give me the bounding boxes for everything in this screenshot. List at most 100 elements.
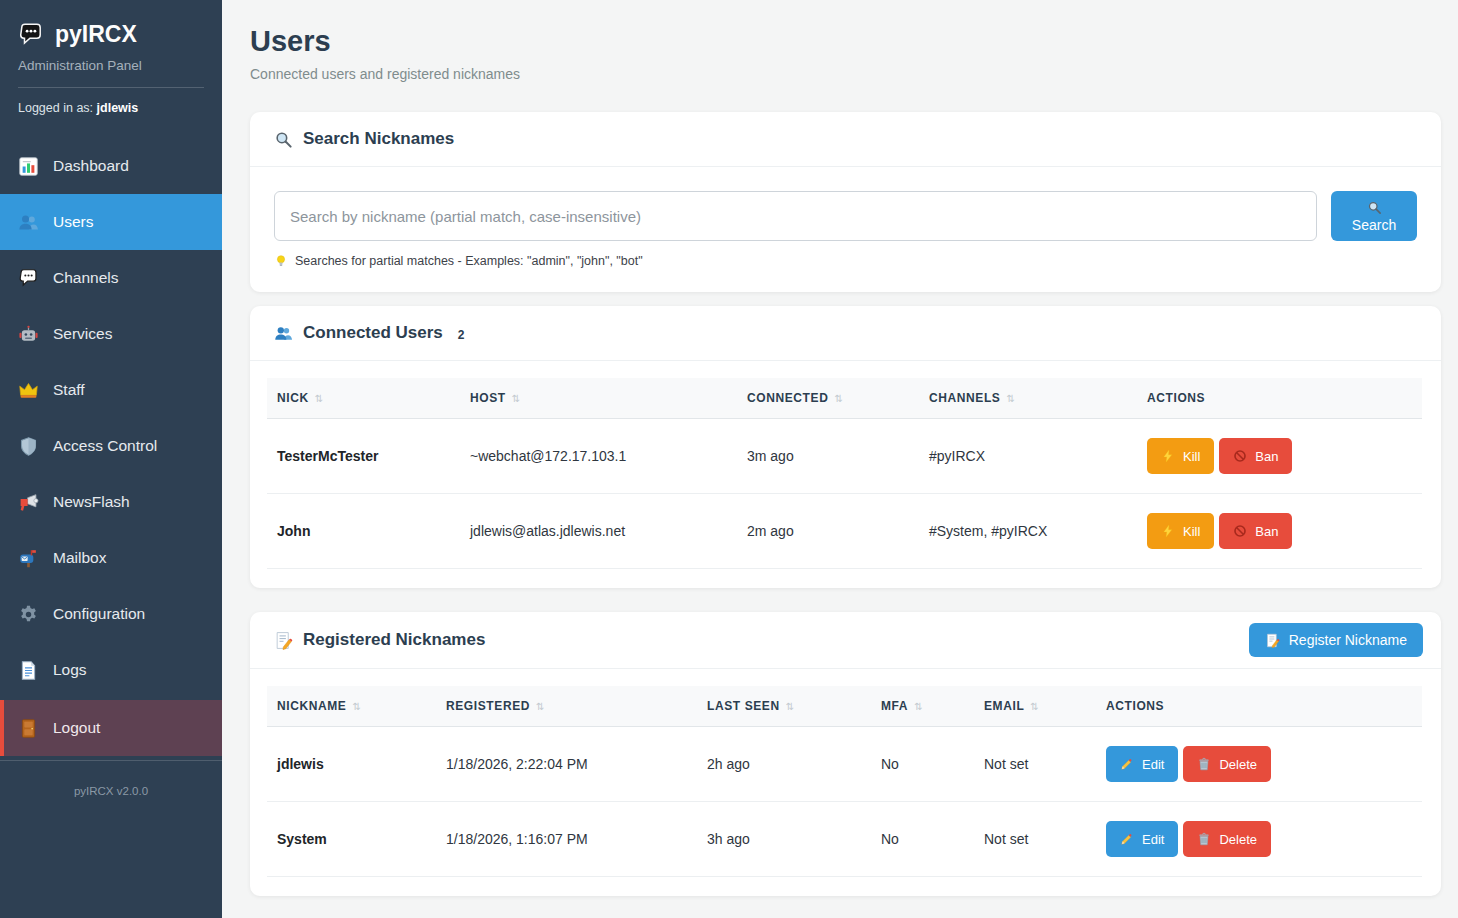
kill-button-label: Kill: [1183, 449, 1200, 464]
search-button[interactable]: Search: [1331, 191, 1417, 241]
ban-button[interactable]: Ban: [1219, 513, 1292, 549]
sidebar-item-label: Users: [53, 213, 93, 231]
sidebar-item-mailbox[interactable]: Mailbox: [0, 530, 222, 586]
cell-email: Not set: [974, 727, 1096, 802]
column-header-channels[interactable]: CHANNELS ⇅: [919, 378, 1137, 419]
table-row: Johnjdlewis@atlas.jdlewis.net2m ago#Syst…: [267, 494, 1422, 569]
sidebar-item-staff[interactable]: Staff: [0, 362, 222, 418]
column-header-label: CHANNELS: [929, 391, 1000, 405]
sidebar-item-label: Services: [53, 325, 112, 343]
lightbulb-icon: [274, 254, 288, 268]
cell-actions: Kill Ban: [1137, 494, 1422, 569]
column-header-label: CONNECTED: [747, 391, 828, 405]
sidebar-menu: Dashboard Users Channels Services Staff Acces…: [0, 138, 222, 698]
sort-icon: ⇅: [536, 701, 545, 712]
sidebar-item-logs[interactable]: Logs: [0, 642, 222, 698]
sort-icon: ⇅: [1030, 701, 1039, 712]
column-header-label: HOST: [470, 391, 506, 405]
ban-button[interactable]: Ban: [1219, 438, 1292, 474]
brand: pyIRCX Administration Panel: [0, 0, 222, 73]
column-header-actions: ACTIONS: [1137, 378, 1422, 419]
column-header-email[interactable]: EMAIL ⇅: [974, 686, 1096, 727]
sidebar-item-label: Channels: [53, 269, 119, 287]
sidebar-item-channels[interactable]: Channels: [0, 250, 222, 306]
memo-icon: [1265, 633, 1280, 648]
trash-icon: [1197, 757, 1211, 771]
sidebar-item-users[interactable]: Users: [0, 194, 222, 250]
sidebar-item-services[interactable]: Services: [0, 306, 222, 362]
search-button-label: Search: [1352, 217, 1396, 233]
edit-button[interactable]: Edit: [1106, 746, 1178, 782]
cell-channels: #System, #pyIRCX: [919, 494, 1137, 569]
column-header-last-seen[interactable]: LAST SEEN⇅: [697, 686, 871, 727]
app-name: pyIRCX: [55, 21, 137, 48]
search-hint: Searches for partial matches - Examples:…: [274, 254, 1417, 268]
cell-actions: EditDelete: [1096, 802, 1422, 877]
kill-button-label: Kill: [1183, 524, 1200, 539]
kill-button[interactable]: Kill: [1147, 513, 1214, 549]
sidebar-item-label: NewsFlash: [53, 493, 130, 511]
sidebar-item-label: Access Control: [53, 437, 157, 455]
column-header-registered[interactable]: REGISTERED ⇅: [436, 686, 697, 727]
door-icon: [18, 718, 39, 739]
delete-button-label: Delete: [1219, 757, 1257, 772]
cell-nickname: System: [267, 802, 436, 877]
memo-icon: [274, 631, 293, 650]
sort-icon: ⇅: [352, 701, 361, 712]
app-version: pyIRCX v2.0.0: [0, 761, 222, 797]
search-nicknames-card: Search Nicknames Search Searches for par…: [250, 112, 1441, 292]
edit-button[interactable]: Edit: [1106, 821, 1178, 857]
sidebar-item-access-control[interactable]: Access Control: [0, 418, 222, 474]
sidebar-item-label: Configuration: [53, 605, 145, 623]
shield-icon: [18, 436, 39, 457]
cell-last_seen: 3h ago: [697, 802, 871, 877]
sort-icon: ⇅: [1006, 393, 1015, 404]
cell-channels: #pyIRCX: [919, 419, 1137, 494]
cell-nick: John: [267, 494, 460, 569]
sidebar-item-logout[interactable]: Logout: [0, 700, 222, 756]
column-header-label: NICK: [277, 391, 309, 405]
column-header-connected[interactable]: CONNECTED⇅: [737, 378, 919, 419]
ban-button-label: Ban: [1255, 449, 1278, 464]
column-header-label: NICKNAME: [277, 699, 346, 713]
column-header-label: EMAIL: [984, 699, 1024, 713]
sidebar-item-dashboard[interactable]: Dashboard: [0, 138, 222, 194]
sidebar-item-label: Logout: [53, 719, 100, 737]
register-nickname-button[interactable]: Register Nickname: [1249, 623, 1423, 657]
search-input[interactable]: [274, 191, 1317, 241]
sidebar-item-configuration[interactable]: Configuration: [0, 586, 222, 642]
robot-icon: [18, 324, 39, 345]
column-header-host[interactable]: HOST⇅: [460, 378, 737, 419]
ban-icon: [1233, 524, 1247, 538]
cell-actions: Edit Delete: [1096, 727, 1422, 802]
search-card-body: Search Searches for partial matches - Ex…: [250, 167, 1441, 292]
table-row: System1/18/2026, 1:16:07 PM3h agoNoNot s…: [267, 802, 1422, 877]
cell-nick: TesterMcTester: [267, 419, 460, 494]
delete-button[interactable]: Delete: [1183, 746, 1271, 782]
mailbox-icon: [18, 548, 39, 569]
logged-in-as: Logged in as: jdlewis: [18, 87, 204, 133]
column-header-nick[interactable]: NICK ⇅: [267, 378, 460, 419]
lightning-icon: [1161, 524, 1175, 538]
kill-button[interactable]: Kill: [1147, 438, 1214, 474]
speech-bubble-icon: [18, 22, 44, 48]
app-subtitle: Administration Panel: [18, 58, 204, 73]
cell-mfa: No: [871, 727, 974, 802]
cell-last_seen: 2h ago: [697, 727, 871, 802]
sidebar-item-newsflash[interactable]: NewsFlash: [0, 474, 222, 530]
search-hint-text: Searches for partial matches - Examples:…: [295, 254, 643, 268]
search-card-title: Search Nicknames: [303, 129, 454, 149]
sort-icon: ⇅: [315, 393, 324, 404]
cell-mfa: No: [871, 802, 974, 877]
delete-button[interactable]: Delete: [1183, 821, 1271, 857]
registered-nicknames-title: Registered Nicknames: [303, 630, 485, 650]
table-header-row: NICKNAME ⇅ REGISTERED ⇅ LAST SEEN⇅MFA⇅ EMAIL ⇅…: [267, 686, 1422, 727]
column-header-nickname[interactable]: NICKNAME ⇅: [267, 686, 436, 727]
table-row: TesterMcTester~webchat@172.17.103.13m ag…: [267, 419, 1422, 494]
table-row: jdlewis1/18/2026, 2:22:04 PM2h agoNoNot …: [267, 727, 1422, 802]
main-content: Users Connected users and registered nic…: [222, 0, 1458, 918]
column-header-mfa[interactable]: MFA⇅: [871, 686, 974, 727]
trash-icon: [1197, 832, 1211, 846]
column-header-label: REGISTERED: [446, 699, 530, 713]
sidebar: pyIRCX Administration Panel Logged in as…: [0, 0, 222, 918]
